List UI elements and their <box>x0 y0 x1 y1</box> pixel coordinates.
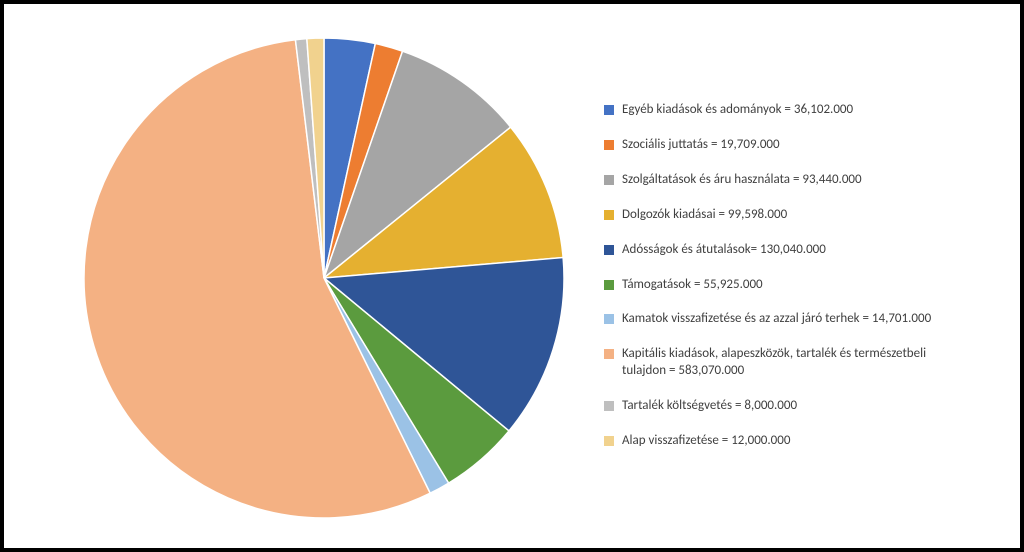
legend-swatch <box>604 314 614 324</box>
legend-item: Tartalék költségvetés = 8,000.000 <box>604 398 1000 415</box>
legend-label: Támogatások = 55,925.000 <box>622 277 763 294</box>
pie-chart-area <box>4 4 604 548</box>
legend-label: Szolgáltatások és áru használata = 93,44… <box>622 172 862 189</box>
legend-swatch <box>604 401 614 411</box>
legend-swatch <box>604 210 614 220</box>
legend: Egyéb kiadások és adományok = 36,102.000… <box>604 82 1020 470</box>
legend-item: Adósságok és átutalások= 130,040.000 <box>604 242 1000 259</box>
pie-chart <box>24 6 584 546</box>
legend-swatch <box>604 245 614 255</box>
legend-label: Szociális juttatás = 19,709.000 <box>622 137 780 154</box>
legend-swatch <box>604 349 614 359</box>
legend-item: Kamatok visszafizetése és az azzal járó … <box>604 311 1000 328</box>
legend-swatch <box>604 175 614 185</box>
legend-item: Kapitális kiadások, alapeszközök, tartal… <box>604 346 1000 380</box>
legend-label: Tartalék költségvetés = 8,000.000 <box>622 398 797 415</box>
legend-swatch <box>604 105 614 115</box>
legend-label: Kapitális kiadások, alapeszközök, tartal… <box>622 346 952 380</box>
legend-label: Kamatok visszafizetése és az azzal járó … <box>622 311 931 328</box>
chart-frame: Egyéb kiadások és adományok = 36,102.000… <box>0 0 1024 552</box>
legend-label: Dolgozók kiadásai = 99,598.000 <box>622 207 787 224</box>
legend-item: Szolgáltatások és áru használata = 93,44… <box>604 172 1000 189</box>
legend-swatch <box>604 280 614 290</box>
legend-item: Támogatások = 55,925.000 <box>604 277 1000 294</box>
legend-label: Alap visszafizetése = 12,000.000 <box>622 433 790 450</box>
legend-swatch <box>604 436 614 446</box>
legend-swatch <box>604 140 614 150</box>
legend-item: Dolgozók kiadásai = 99,598.000 <box>604 207 1000 224</box>
legend-label: Egyéb kiadások és adományok = 36,102.000 <box>622 102 853 119</box>
legend-item: Szociális juttatás = 19,709.000 <box>604 137 1000 154</box>
legend-label: Adósságok és átutalások= 130,040.000 <box>622 242 826 259</box>
legend-item: Alap visszafizetése = 12,000.000 <box>604 433 1000 450</box>
legend-item: Egyéb kiadások és adományok = 36,102.000 <box>604 102 1000 119</box>
